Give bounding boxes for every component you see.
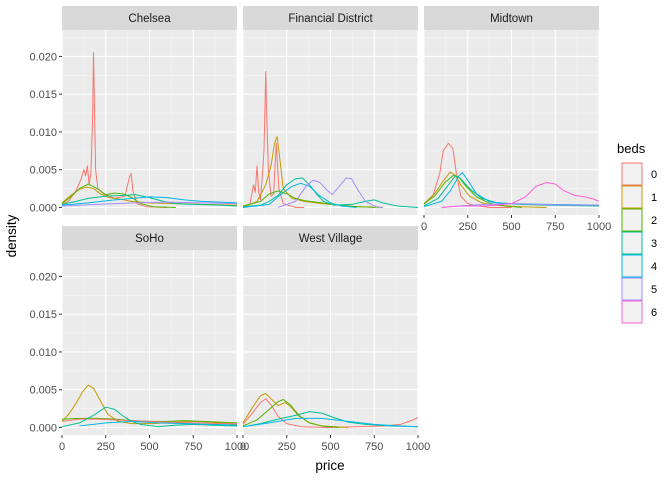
density-line-financial-district-beds-2 (242, 190, 384, 208)
y-tick-label: 0.005 (29, 385, 57, 397)
y-tick-label: 0.015 (29, 309, 57, 321)
facet-strip-label: West Village (299, 233, 363, 245)
facet-strip-financial-district (243, 6, 418, 30)
density-line-chelsea-beds-2 (61, 183, 176, 208)
x-tick-label: 500 (321, 441, 339, 453)
facet-strip-midtown (424, 6, 599, 30)
facet-strip-chelsea (62, 6, 237, 30)
density-line-financial-district-beds-0 (242, 71, 305, 208)
legend-entry-beds-5: 5 (621, 277, 657, 301)
facet-financial-district: Financial District (242, 6, 419, 215)
x-tick-label: 250 (97, 441, 115, 453)
legend-entry-beds-0: 0 (621, 162, 657, 186)
density-line-financial-district-beds-3 (242, 177, 419, 208)
facet-strip-west-village (243, 226, 418, 250)
x-tick-label: 500 (502, 221, 520, 233)
y-tick-label: 0.000 (29, 422, 57, 434)
y-tick-label: 0.010 (29, 347, 57, 359)
legend-label: 2 (651, 215, 657, 227)
x-axis-title: price (315, 458, 344, 473)
y-tick-label: 0.020 (29, 51, 57, 63)
density-line-west-village-beds-2 (242, 399, 340, 428)
facet-west-village: West Village (242, 226, 419, 435)
legend-key (621, 254, 643, 278)
x-tick-label: 0 (240, 441, 246, 453)
legend-label: 5 (651, 284, 657, 296)
y-tick-label: 0.005 (29, 165, 57, 177)
density-line-financial-district-beds-4 (242, 182, 357, 208)
density-line-soho-beds-1 (61, 384, 238, 425)
facet-soho: SoHo (61, 226, 238, 435)
facet-strip-label: Midtown (490, 13, 533, 25)
density-line-financial-district-beds-1 (242, 135, 375, 208)
legend-key (621, 231, 643, 255)
legend-key (621, 277, 643, 301)
density-line-chelsea-beds-3 (61, 194, 238, 207)
x-tick-label: 0 (421, 221, 427, 233)
x-tick-label: 1000 (406, 441, 430, 453)
x-tick-label: 750 (365, 441, 383, 453)
x-tick-label: 750 (184, 441, 202, 453)
facet-strip-label: Chelsea (128, 13, 171, 25)
y-tick-label: 0.000 (29, 202, 57, 214)
x-tick-label: 250 (278, 441, 296, 453)
y-tick-label: 0.020 (29, 271, 57, 283)
legend: beds 0 1 2 3 4 5 6 (617, 141, 657, 324)
density-line-soho-beds-4 (79, 420, 238, 427)
x-tick-label: 250 (459, 221, 477, 233)
legend-key (621, 185, 643, 209)
x-tick-label: 0 (59, 441, 65, 453)
legend-key (621, 208, 643, 232)
legend-entry-beds-4: 4 (621, 254, 657, 278)
density-line-midtown-beds-3 (423, 175, 600, 207)
legend-key (621, 300, 643, 324)
x-tick-label: 1000 (225, 441, 249, 453)
density-line-financial-district-beds-5 (277, 177, 384, 208)
facet-midtown: Midtown (423, 6, 600, 215)
legend-entry-beds-3: 3 (621, 231, 657, 255)
legend-title: beds (617, 141, 646, 156)
density-line-west-village-beds-4 (242, 417, 419, 428)
y-axis-title: density (4, 214, 19, 257)
density-line-chelsea-beds-5 (61, 201, 238, 207)
y-tick-label: 0.015 (29, 89, 57, 101)
density-line-west-village-beds-0 (242, 398, 419, 428)
density-line-chelsea-beds-0 (61, 52, 168, 208)
density-line-west-village-beds-3 (242, 411, 419, 428)
legend-label: 1 (651, 192, 657, 204)
density-line-soho-beds-0 (61, 418, 237, 425)
legend-entry-beds-2: 2 (621, 208, 657, 232)
x-tick-label: 500 (140, 441, 158, 453)
legend-entry-beds-6: 6 (621, 300, 657, 324)
legend-label: 3 (651, 238, 657, 250)
x-tick-label: 1000 (587, 221, 611, 233)
legend-label: 4 (651, 261, 657, 273)
y-tick-label: 0.010 (29, 127, 57, 139)
legend-label: 0 (651, 169, 657, 181)
density-line-chelsea-beds-4 (61, 196, 238, 206)
density-line-midtown-beds-6 (441, 182, 600, 208)
facet-strip-soho (62, 226, 237, 250)
facet-chelsea: Chelsea (61, 6, 238, 215)
facet-strip-label: SoHo (135, 233, 164, 245)
legend-label: 6 (651, 307, 657, 319)
x-tick-label: 750 (546, 221, 564, 233)
facet-panels: Chelsea Financial District Midtown SoHo West… (61, 6, 600, 435)
legend-entry-beds-1: 1 (621, 185, 657, 209)
legend-key (621, 162, 643, 186)
facet-strip-label: Financial District (288, 13, 373, 25)
